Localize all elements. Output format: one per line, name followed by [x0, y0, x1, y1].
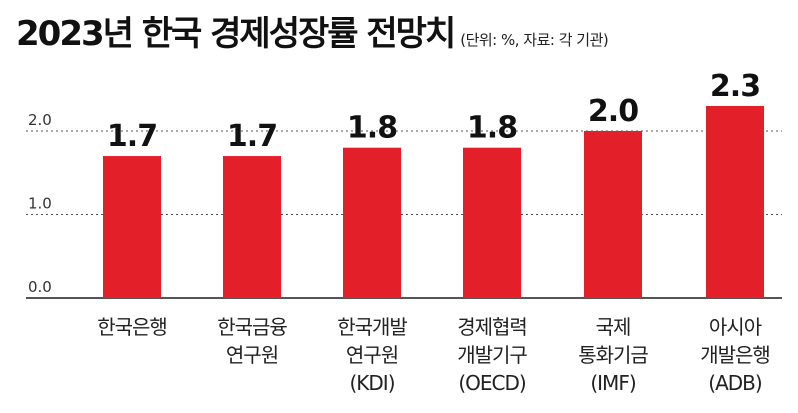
- value-label: 1.8: [347, 111, 397, 146]
- category-label: 한국금융: [217, 315, 287, 339]
- value-label: 2.3: [710, 69, 760, 104]
- category-label: (KDI): [349, 371, 394, 395]
- category-label: 통화기금: [578, 343, 648, 367]
- title-row: 2023년 한국 경제성장률 전망치 (단위: %, 자료: 각 기관): [16, 6, 609, 55]
- bar: [223, 156, 281, 298]
- chart-title: 2023년 한국 경제성장률 전망치: [16, 14, 456, 54]
- value-label: 2.0: [588, 94, 638, 129]
- category-label: (ADB): [708, 371, 762, 395]
- bar: [343, 147, 401, 298]
- bar: [584, 131, 642, 298]
- category-label: (IMF): [590, 371, 635, 395]
- bar: [463, 147, 521, 298]
- category-label: 아시아: [709, 315, 762, 339]
- category-label: 국제: [596, 315, 631, 339]
- category-label: 한국은행: [97, 315, 167, 339]
- category-label: 연구원: [346, 343, 398, 367]
- value-label: 1.8: [467, 111, 517, 146]
- category-label: 한국개발: [337, 315, 407, 339]
- category-label: 경제협력: [457, 315, 527, 339]
- bar: [706, 105, 764, 298]
- value-label: 1.7: [107, 119, 157, 154]
- category-label: 연구원: [226, 343, 278, 367]
- y-tick-label: 2.0: [28, 111, 52, 129]
- y-tick-label: 0.0: [28, 278, 52, 296]
- bar: [103, 156, 161, 298]
- y-tick-label: 1.0: [28, 195, 52, 213]
- category-label: 개발은행: [700, 343, 770, 367]
- value-label: 1.7: [227, 119, 277, 154]
- unit-source-note: (단위: %, 자료: 각 기관): [460, 31, 609, 49]
- category-label: 개발기구: [457, 343, 527, 367]
- category-label: (OECD): [458, 371, 526, 395]
